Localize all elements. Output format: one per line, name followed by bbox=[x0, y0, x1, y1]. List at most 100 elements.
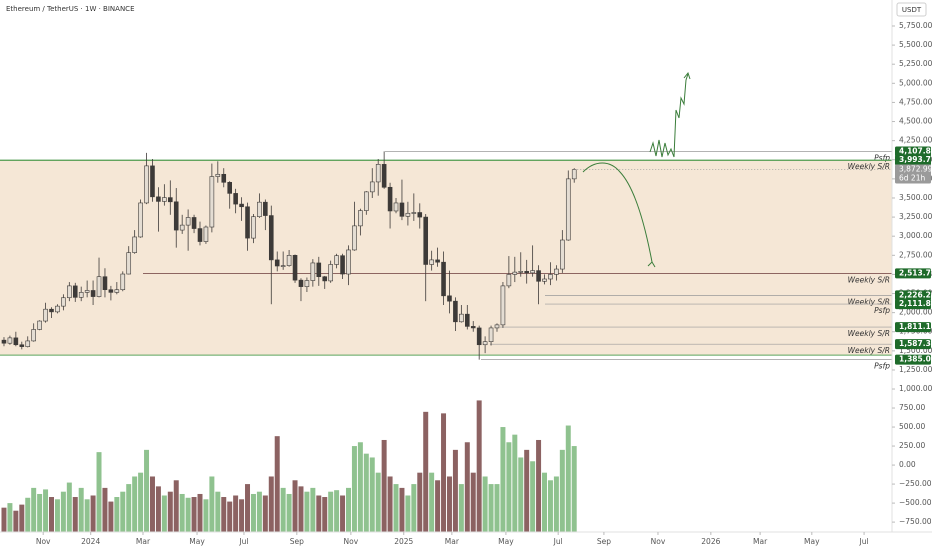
candle-body bbox=[447, 295, 452, 302]
candle-body bbox=[274, 259, 280, 267]
projection-arrow bbox=[647, 261, 656, 268]
volume-bar bbox=[435, 480, 441, 532]
volume-bar bbox=[316, 495, 322, 532]
candle-body bbox=[536, 270, 541, 282]
candle-body bbox=[506, 274, 512, 287]
candle-body bbox=[512, 271, 518, 275]
projection-arrow bbox=[683, 71, 691, 80]
volume-bar bbox=[530, 461, 536, 532]
candle-body bbox=[453, 300, 458, 323]
projection-arc bbox=[582, 162, 653, 263]
candle-body bbox=[156, 196, 161, 202]
level-tag: Weekly S/R bbox=[848, 275, 890, 284]
volume-bar bbox=[221, 497, 227, 532]
candle-body bbox=[304, 280, 310, 287]
candle-body bbox=[257, 201, 262, 218]
x-tick-label: Jul bbox=[859, 537, 869, 546]
x-tick-label: Sep bbox=[290, 537, 304, 546]
level-badge bbox=[895, 354, 931, 365]
volume-bar bbox=[322, 497, 328, 532]
level-tag: Weekly S/R bbox=[848, 162, 890, 171]
volume-bar bbox=[565, 425, 571, 532]
candle-body bbox=[1, 339, 7, 344]
candle-body bbox=[263, 201, 268, 216]
x-tick-label: Mar bbox=[445, 537, 460, 546]
candle-body bbox=[245, 206, 250, 239]
candle-body bbox=[286, 255, 292, 266]
candle-body bbox=[316, 262, 322, 278]
y-tick-label: 5,250.00 bbox=[899, 59, 932, 68]
volume-bar bbox=[274, 436, 280, 532]
volume-bar bbox=[43, 489, 49, 532]
level-badge-label: 1,385.05 bbox=[899, 355, 932, 364]
volume-bar bbox=[233, 495, 239, 532]
level-badge bbox=[895, 290, 931, 301]
level-badge-label: 1,587.36 bbox=[899, 339, 932, 348]
volume-bar bbox=[132, 476, 138, 532]
y-tick-label: 1,250.00 bbox=[899, 365, 932, 374]
currency-button[interactable] bbox=[896, 2, 927, 17]
candle-body bbox=[399, 202, 405, 217]
candle-body bbox=[346, 249, 351, 275]
volume-bar bbox=[155, 486, 161, 532]
volume-bar bbox=[66, 482, 72, 532]
volume-bar bbox=[553, 476, 559, 532]
y-tick-label: −500.00 bbox=[899, 498, 932, 507]
x-tick-label: Sep bbox=[597, 537, 611, 546]
volume-bar bbox=[149, 476, 155, 532]
volume-bar bbox=[524, 449, 530, 532]
volume-bar bbox=[351, 446, 357, 532]
volume-bar bbox=[429, 472, 435, 532]
volume-bar bbox=[167, 491, 173, 532]
candle-body bbox=[55, 305, 60, 313]
candle-body bbox=[233, 193, 238, 205]
volume-bar bbox=[179, 493, 185, 532]
candle-body bbox=[530, 270, 535, 274]
candle-body bbox=[334, 255, 339, 265]
volume-bar bbox=[357, 442, 363, 532]
y-tick-label: 5,500.00 bbox=[899, 40, 932, 49]
y-tick-label: 3,250.00 bbox=[899, 212, 932, 221]
last-price-label: 3,872.99 bbox=[899, 164, 932, 173]
volume-bar bbox=[7, 503, 13, 532]
y-tick-label: 4,750.00 bbox=[899, 97, 932, 106]
candle-body bbox=[298, 279, 304, 287]
level-tag: Psfp bbox=[874, 362, 890, 371]
level-tag: Weekly S/R bbox=[848, 329, 890, 338]
candle-body bbox=[494, 324, 500, 329]
candle-body bbox=[251, 216, 256, 239]
x-tick-label: May bbox=[498, 537, 514, 546]
volume-bar bbox=[441, 413, 447, 532]
volume-bar bbox=[476, 400, 482, 532]
volume-bar bbox=[506, 442, 512, 532]
volume-bar bbox=[292, 480, 298, 532]
volume-bar bbox=[102, 487, 108, 532]
candle-body bbox=[417, 212, 423, 218]
x-tick-label: Nov bbox=[344, 537, 359, 546]
volume-bar bbox=[536, 439, 542, 532]
y-tick-label: 0.00 bbox=[899, 460, 916, 469]
candle-body bbox=[340, 255, 345, 275]
candle-body bbox=[488, 327, 494, 342]
candle-body bbox=[191, 217, 197, 229]
x-tick-label: Mar bbox=[136, 537, 151, 546]
volume-bar bbox=[369, 457, 375, 532]
candle-body bbox=[150, 165, 155, 198]
volume-bar bbox=[446, 476, 452, 532]
last-price-badge bbox=[895, 164, 931, 184]
y-tick-label: 1,000.00 bbox=[899, 384, 932, 393]
volume-bar bbox=[250, 493, 256, 532]
candle-body bbox=[571, 169, 577, 180]
y-tick-label: 1,500.00 bbox=[899, 346, 932, 355]
candle-body bbox=[185, 217, 191, 226]
candle-body bbox=[280, 265, 286, 267]
volume-bar bbox=[209, 476, 215, 532]
candle-body bbox=[90, 290, 96, 297]
y-tick-label: 2,000.00 bbox=[899, 308, 932, 317]
volume-bar bbox=[494, 484, 500, 532]
candle-body bbox=[203, 226, 209, 242]
volume-bar bbox=[161, 495, 167, 532]
currency[interactable]: USDT bbox=[902, 6, 922, 14]
candle-body bbox=[25, 340, 31, 347]
